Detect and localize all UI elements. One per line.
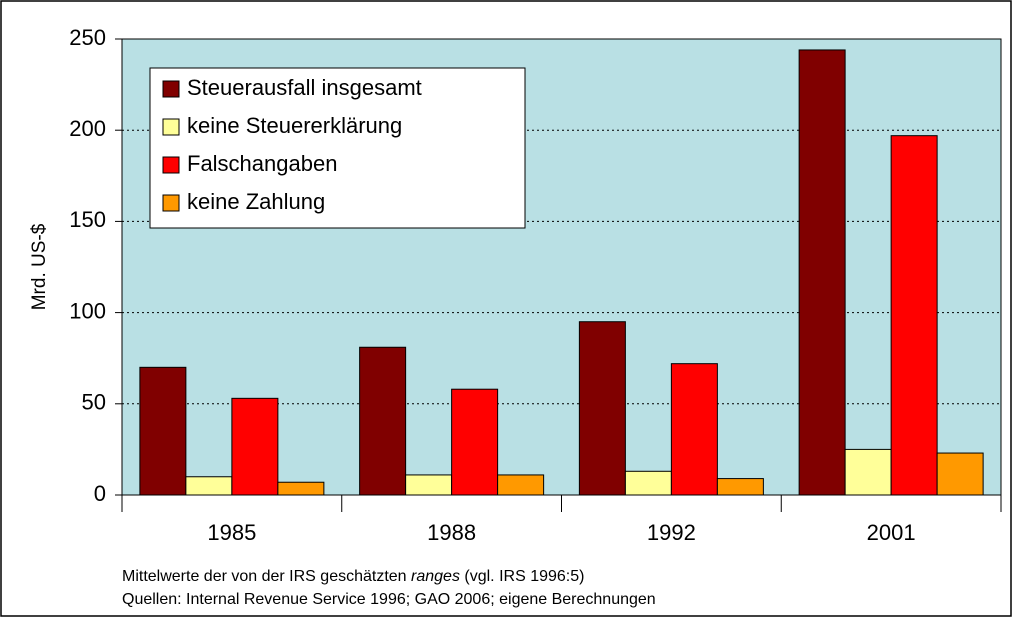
legend-label: Falschangaben bbox=[187, 151, 337, 176]
note-part: Mittelwerte der von der IRS geschätzten bbox=[122, 568, 411, 585]
x-tick-label: 1988 bbox=[427, 520, 476, 545]
bar bbox=[497, 474, 545, 496]
bar bbox=[890, 135, 938, 496]
y-tick-label: 200 bbox=[69, 116, 106, 141]
bar bbox=[844, 448, 892, 496]
bar bbox=[670, 363, 718, 496]
bar bbox=[139, 366, 187, 496]
x-tick-label: 2001 bbox=[867, 520, 916, 545]
bar bbox=[716, 478, 764, 496]
legend-swatch bbox=[162, 194, 180, 212]
bar bbox=[231, 397, 279, 496]
note: Mittelwerte der von der IRS geschätzten … bbox=[122, 568, 584, 585]
y-tick-label: 150 bbox=[69, 207, 106, 232]
bar bbox=[624, 470, 672, 496]
bar bbox=[451, 388, 499, 496]
legend-swatch bbox=[162, 156, 180, 174]
note: Quellen: Internal Revenue Service 1996; … bbox=[122, 591, 656, 608]
bar bbox=[359, 346, 407, 496]
bar bbox=[405, 474, 453, 496]
legend-label: Steuerausfall insgesamt bbox=[187, 75, 422, 100]
bar bbox=[185, 476, 233, 496]
y-tick-label: 100 bbox=[69, 298, 106, 323]
y-tick-label: 50 bbox=[82, 390, 106, 415]
bar bbox=[578, 321, 626, 496]
bar bbox=[277, 481, 325, 496]
bar bbox=[798, 49, 846, 496]
x-tick-label: 1992 bbox=[647, 520, 696, 545]
note-part: (vgl. IRS 1996:5) bbox=[460, 568, 585, 585]
legend-label: keine Steuererklärung bbox=[187, 113, 402, 138]
x-tick-label: 1985 bbox=[207, 520, 256, 545]
note-part: ranges bbox=[411, 568, 460, 585]
legend bbox=[149, 67, 526, 229]
bar bbox=[936, 452, 984, 496]
legend-label: keine Zahlung bbox=[187, 189, 325, 214]
y-axis-label: Mrd. US-$ bbox=[29, 223, 50, 310]
y-tick-label: 0 bbox=[94, 481, 106, 506]
legend-swatch bbox=[162, 118, 180, 136]
y-tick-label: 250 bbox=[69, 25, 106, 50]
legend-swatch bbox=[162, 80, 180, 98]
